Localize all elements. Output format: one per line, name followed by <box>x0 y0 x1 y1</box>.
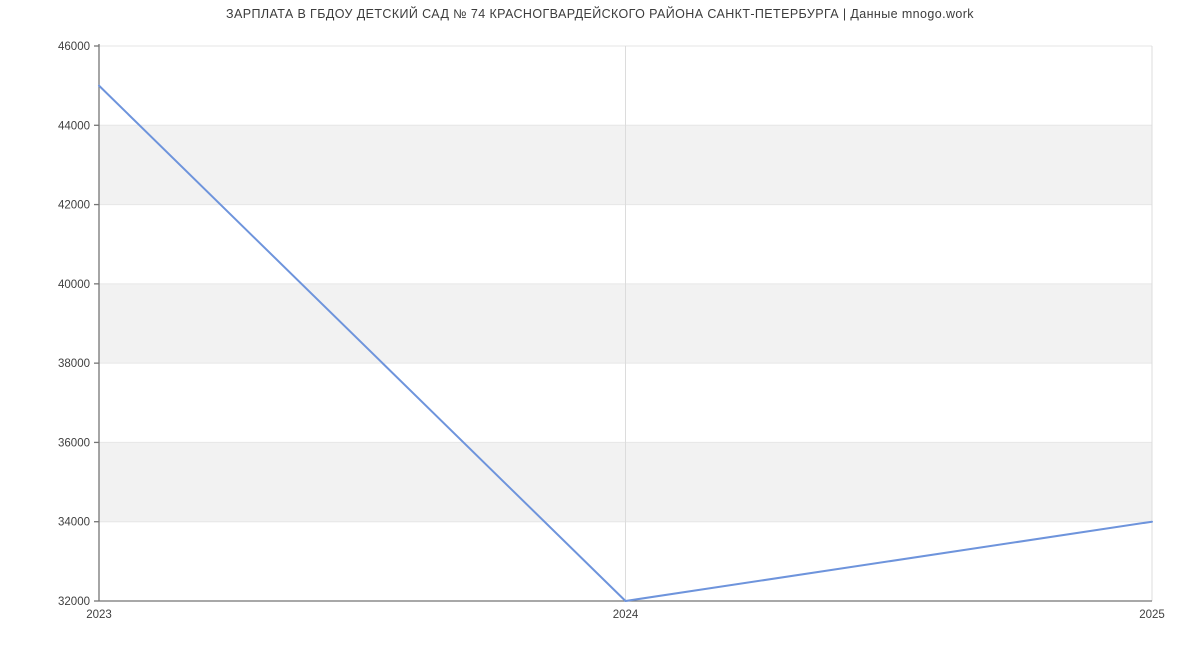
y-axis-tick-label: 44000 <box>58 120 90 132</box>
y-axis-tick-label: 40000 <box>58 279 90 291</box>
y-axis-tick-label: 42000 <box>58 200 90 212</box>
y-axis-tick-label: 36000 <box>58 437 90 449</box>
y-axis-tick-label: 32000 <box>58 596 90 608</box>
y-axis-tick-label: 38000 <box>58 358 90 370</box>
x-axis-tick-label: 2025 <box>1139 609 1165 621</box>
salary-series-line <box>98 84 1153 602</box>
x-axis-tick-label: 2024 <box>613 609 639 621</box>
y-axis-tick-label: 46000 <box>58 41 90 53</box>
y-axis-tick-label: 34000 <box>58 517 90 529</box>
x-axis-tick-label: 2023 <box>86 609 112 621</box>
chart-title: ЗАРПЛАТА В ГБДОУ ДЕТСКИЙ САД № 74 КРАСНО… <box>226 7 974 21</box>
